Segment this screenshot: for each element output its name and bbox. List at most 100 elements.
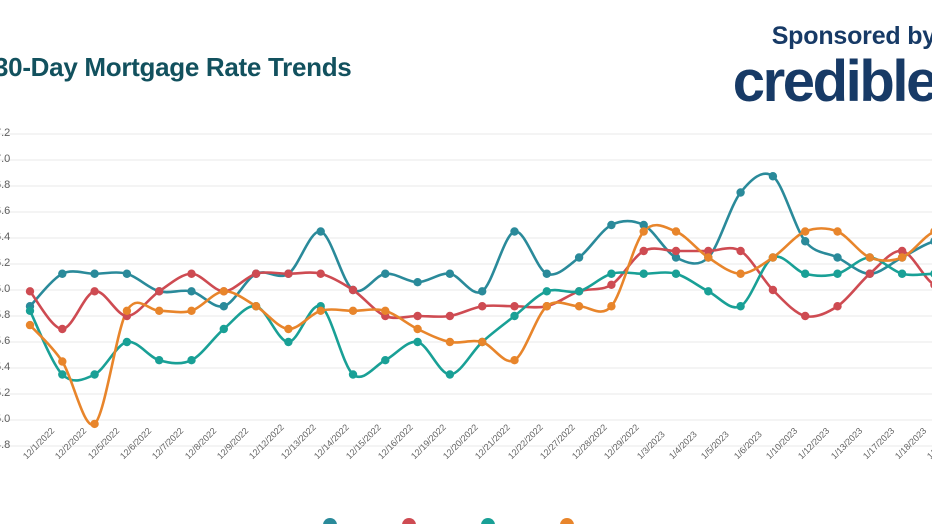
- data-point[interactable]: [768, 172, 778, 181]
- data-point[interactable]: [155, 356, 164, 365]
- data-point[interactable]: [768, 253, 778, 262]
- data-point[interactable]: [478, 337, 487, 347]
- data-point[interactable]: [607, 280, 616, 289]
- data-point[interactable]: [348, 306, 358, 315]
- data-point[interactable]: [284, 337, 293, 347]
- data-point[interactable]: [510, 227, 519, 236]
- data-point[interactable]: [58, 357, 67, 366]
- data-point[interactable]: [897, 269, 907, 278]
- data-point[interactable]: [25, 306, 35, 315]
- legend-item-3-marker[interactable]: [481, 518, 495, 524]
- data-point[interactable]: [671, 227, 681, 236]
- data-point[interactable]: [574, 253, 584, 262]
- data-point[interactable]: [219, 302, 228, 311]
- data-point[interactable]: [736, 269, 745, 278]
- data-point[interactable]: [801, 311, 810, 321]
- data-point[interactable]: [187, 287, 196, 296]
- legend-item-1-marker[interactable]: [323, 518, 337, 524]
- data-point[interactable]: [251, 269, 261, 278]
- data-point[interactable]: [801, 269, 810, 278]
- data-point[interactable]: [25, 320, 35, 330]
- data-point[interactable]: [187, 356, 196, 365]
- chart-legend[interactable]: [0, 514, 932, 524]
- data-point[interactable]: [284, 269, 293, 278]
- data-point[interactable]: [736, 246, 745, 256]
- data-point[interactable]: [704, 253, 713, 262]
- data-point[interactable]: [58, 324, 67, 334]
- data-point[interactable]: [122, 269, 132, 278]
- data-point[interactable]: [58, 269, 67, 278]
- data-point[interactable]: [445, 337, 455, 347]
- data-point[interactable]: [801, 237, 810, 246]
- data-point[interactable]: [768, 285, 778, 295]
- data-point[interactable]: [542, 287, 551, 296]
- data-point[interactable]: [865, 269, 874, 278]
- data-point[interactable]: [58, 370, 67, 379]
- data-point[interactable]: [219, 287, 228, 296]
- data-point[interactable]: [284, 324, 293, 334]
- data-point[interactable]: [639, 269, 648, 278]
- data-point[interactable]: [187, 306, 196, 315]
- data-point[interactable]: [187, 269, 196, 278]
- data-point[interactable]: [90, 287, 99, 296]
- data-point[interactable]: [639, 246, 648, 256]
- data-point[interactable]: [574, 287, 584, 296]
- data-point[interactable]: [510, 311, 519, 321]
- data-point[interactable]: [90, 370, 99, 379]
- data-point[interactable]: [736, 302, 745, 311]
- data-point[interactable]: [348, 370, 358, 379]
- data-point[interactable]: [833, 253, 842, 262]
- data-point[interactable]: [639, 227, 648, 236]
- data-point[interactable]: [25, 287, 35, 296]
- data-point[interactable]: [542, 269, 551, 278]
- data-point[interactable]: [122, 306, 132, 315]
- data-point[interactable]: [542, 302, 551, 311]
- data-point[interactable]: [478, 287, 487, 296]
- data-point[interactable]: [251, 302, 261, 311]
- data-point[interactable]: [381, 306, 390, 315]
- data-point[interactable]: [445, 311, 455, 321]
- data-point[interactable]: [478, 302, 487, 311]
- data-point[interactable]: [413, 278, 422, 287]
- data-point[interactable]: [316, 227, 325, 236]
- data-point[interactable]: [833, 302, 842, 311]
- data-point[interactable]: [155, 306, 164, 315]
- data-point[interactable]: [574, 302, 584, 311]
- data-point[interactable]: [445, 269, 455, 278]
- data-point[interactable]: [445, 370, 455, 379]
- data-point[interactable]: [607, 220, 616, 230]
- data-point[interactable]: [90, 269, 99, 278]
- data-point[interactable]: [833, 269, 842, 278]
- data-point[interactable]: [155, 287, 164, 296]
- data-point[interactable]: [316, 269, 325, 278]
- legend-item-2-marker[interactable]: [402, 518, 416, 524]
- data-point[interactable]: [413, 337, 422, 347]
- data-point[interactable]: [381, 356, 390, 365]
- y-tick-label: 5.8: [0, 309, 11, 321]
- data-point[interactable]: [510, 356, 519, 365]
- data-point[interactable]: [897, 246, 907, 256]
- data-point[interactable]: [413, 324, 422, 334]
- data-point[interactable]: [607, 302, 616, 311]
- data-point[interactable]: [219, 324, 228, 334]
- data-point[interactable]: [607, 269, 616, 278]
- data-point[interactable]: [704, 287, 713, 296]
- data-point[interactable]: [671, 269, 681, 278]
- data-point[interactable]: [510, 302, 519, 311]
- legend-item-4-marker[interactable]: [560, 518, 574, 524]
- data-point[interactable]: [897, 253, 907, 262]
- data-point[interactable]: [833, 227, 842, 236]
- data-point[interactable]: [639, 220, 648, 230]
- data-point[interactable]: [865, 253, 874, 262]
- data-point[interactable]: [413, 311, 422, 321]
- data-point[interactable]: [801, 227, 810, 236]
- data-point[interactable]: [90, 419, 99, 429]
- data-point[interactable]: [736, 188, 745, 197]
- data-point[interactable]: [704, 246, 713, 256]
- data-point[interactable]: [348, 285, 358, 295]
- data-point[interactable]: [122, 337, 132, 347]
- data-point[interactable]: [671, 246, 681, 256]
- data-point[interactable]: [316, 306, 325, 315]
- data-point[interactable]: [671, 253, 681, 262]
- data-point[interactable]: [381, 269, 390, 278]
